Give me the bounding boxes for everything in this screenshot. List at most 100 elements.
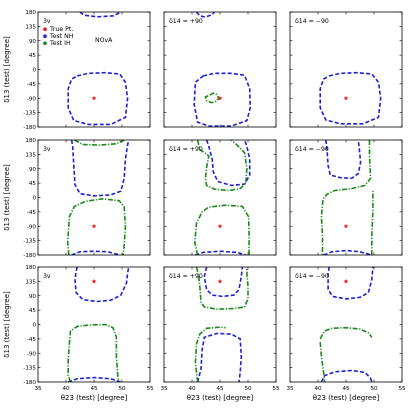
y-tick-label: 90: [29, 294, 37, 300]
legend-marker: [43, 34, 47, 38]
panel-5: δ14 = +90: [163, 139, 277, 256]
nh-contour-2: [71, 250, 121, 255]
y-tick-label: 135: [25, 24, 36, 30]
panel-label: 3ν: [43, 18, 51, 25]
y-tick-label: -45: [27, 82, 37, 88]
panel-8: δ14 = +90 35 40 45 50 55 θ23 (test) [degree]: [160, 266, 280, 402]
ih-contour-2: [66, 197, 127, 255]
x-tick-label: 55: [398, 386, 406, 392]
x-tick-label: 50: [118, 386, 126, 392]
legend-marker: [43, 41, 47, 45]
y-tick-label: 135: [25, 279, 36, 285]
legend-label: True Pt.: [49, 26, 73, 33]
y-tick-label: 90: [29, 39, 37, 45]
legend-marker: [43, 27, 47, 32]
y-tick-label: -45: [27, 337, 37, 343]
panel-1: 3ν -180 -135 -90 -45 0 45 90 135 180 δ13 (test) [d…: [3, 10, 151, 131]
y-tick-label: 45: [29, 53, 37, 59]
ih-contour-1: [319, 326, 373, 340]
y-tick-label: -180: [23, 125, 36, 131]
x-tick-label: 45: [216, 386, 224, 392]
y-tick-label: 0: [32, 196, 36, 202]
y-axis-label: δ13 (test) [degree]: [3, 36, 11, 103]
true-point-marker: [91, 95, 97, 101]
nh-contour-1: [74, 267, 130, 303]
y-tick-label: -90: [27, 96, 37, 102]
panel-label: δ14 = +90: [169, 146, 203, 153]
ih-contour-1: [74, 140, 125, 146]
panel-frame: [163, 139, 277, 256]
x-axis-label: θ23 (test) [degree]: [313, 394, 380, 402]
ih-contour-1: [196, 140, 248, 192]
y-tick-label: 0: [32, 68, 36, 74]
y-tick-label: -135: [23, 239, 36, 245]
panel-4: 3ν -180 -135 -90 -45 0 45 90 135 180 δ13 (test) [d…: [3, 138, 151, 259]
x-tick-label: 55: [272, 386, 280, 392]
y-tick-label: 0: [32, 323, 36, 329]
experiment-label: NOvA: [95, 37, 113, 44]
x-tick-label: 35: [286, 386, 294, 392]
nh-contour-2: [193, 72, 252, 127]
nh-contour-1: [319, 71, 382, 125]
panel-label: δ14 = −90: [295, 18, 329, 25]
panel-3: δ14 = −90: [289, 11, 403, 128]
ih-contour-1: [320, 140, 372, 255]
panel-frame: [37, 139, 151, 256]
panel-7: 3ν -180 -135 -90 -45 0 45 90 135 180 δ13 (test) [d…: [3, 265, 154, 402]
true-point-marker: [343, 278, 349, 284]
panel-frame: [289, 139, 403, 256]
y-tick-label: -45: [27, 210, 37, 216]
panel-label: δ14 = −90: [295, 273, 329, 280]
panel-label: 3ν: [43, 273, 51, 280]
true-point-marker: [343, 95, 349, 101]
nh-contour-2: [323, 249, 373, 255]
nh-contour-1: [325, 140, 362, 180]
x-axis-label: θ23 (test) [degree]: [187, 394, 254, 402]
panel-label: δ14 = +90: [169, 273, 203, 280]
panel-frame: [163, 266, 277, 383]
panel-frame: [289, 266, 403, 383]
ih-contour-2: [193, 204, 250, 255]
ih-contour-1: [204, 92, 220, 104]
x-tick-label: 45: [342, 386, 350, 392]
legend-label: Test NH: [49, 33, 74, 40]
y-tick-label: -135: [23, 111, 36, 117]
nh-contour-2: [79, 12, 122, 18]
nh-contour-2: [67, 376, 122, 382]
ih-contour-2: [319, 342, 326, 382]
x-tick-label: 45: [90, 386, 98, 392]
nh-contour-1: [327, 267, 374, 300]
y-tick-label: -90: [27, 351, 37, 357]
y-tick-label: 90: [29, 167, 37, 173]
x-tick-label: 40: [62, 386, 70, 392]
x-tick-label: 55: [146, 386, 154, 392]
panel-frame: [163, 11, 277, 128]
panel-6: δ14 = −90: [289, 139, 403, 256]
panel-frame: [289, 11, 403, 128]
y-axis-label: δ13 (test) [degree]: [3, 164, 11, 231]
nh-contour-1: [70, 140, 130, 197]
y-tick-label: -90: [27, 224, 37, 230]
y-axis-label: δ13 (test) [degree]: [3, 291, 11, 358]
true-point-marker: [217, 223, 223, 229]
x-tick-label: 50: [244, 386, 252, 392]
y-tick-label: -135: [23, 366, 36, 372]
y-tick-label: 180: [25, 10, 36, 16]
y-tick-label: 45: [29, 181, 37, 187]
ih-contour-1: [195, 267, 249, 311]
y-tick-label: 135: [25, 152, 36, 158]
nh-contour-1: [205, 140, 251, 187]
ih-contour-2: [194, 326, 226, 382]
nh-contour-2: [320, 369, 373, 382]
nh-contour-1: [203, 267, 244, 298]
x-tick-label: 50: [370, 386, 378, 392]
y-tick-label: 180: [25, 265, 36, 271]
x-tick-label: 35: [34, 386, 42, 392]
true-point-marker: [91, 223, 97, 229]
panel-label: δ14 = +90: [169, 18, 203, 25]
panel-label: 3ν: [43, 146, 51, 153]
y-tick-label: -180: [23, 380, 36, 386]
true-point-marker: [91, 278, 97, 284]
y-tick-label: 180: [25, 138, 36, 144]
